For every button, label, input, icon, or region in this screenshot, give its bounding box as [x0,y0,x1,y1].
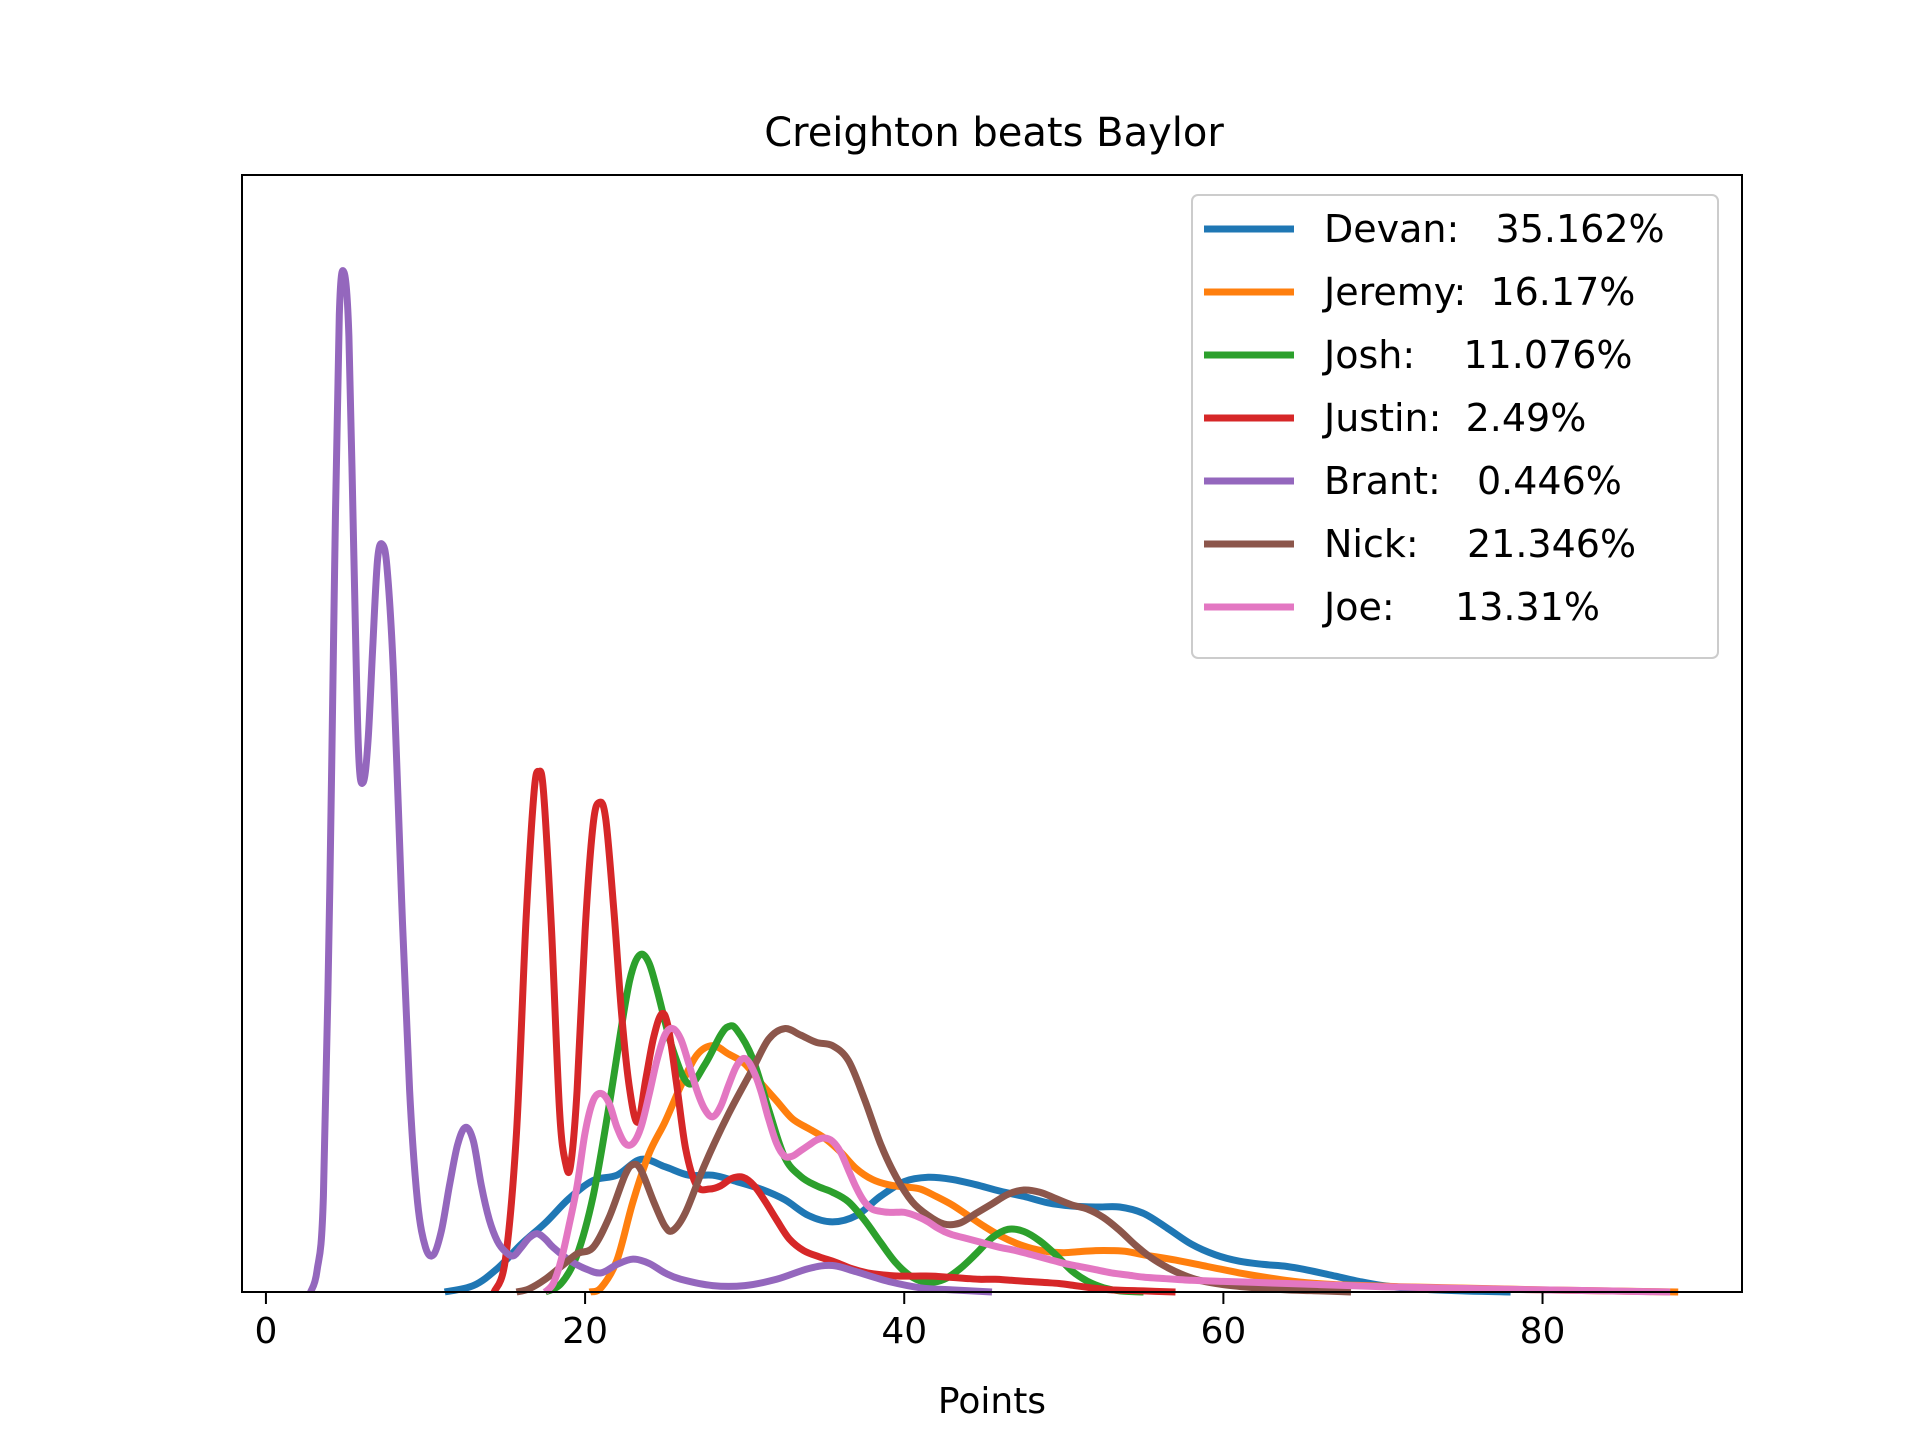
series-line-nick [515,1025,1352,1296]
x-tick-label: 0 [254,1311,277,1352]
x-tick-label: 20 [562,1311,608,1352]
plot-area-frame [241,174,1743,1293]
series-line-joe [542,1024,1671,1296]
series-line-brant [307,267,993,1296]
series-line-josh [543,950,1144,1296]
legend-label-josh: Josh: 11.076% [1322,333,1633,377]
x-tick-label: 40 [881,1311,927,1352]
legend-box [1191,194,1719,659]
x-axis-label: Points [938,1381,1046,1422]
chart-title: Creighton beats Baylor [764,110,1224,156]
legend-label-joe: Joe: 13.31% [1322,585,1600,629]
legend-label-devan: Devan: 35.162% [1324,207,1665,251]
x-axis: 0 20 40 60 80 [254,1292,1565,1352]
legend: Devan: 35.162% Jeremy: 16.17% Josh: 11.076… [1191,194,1719,659]
legend-label-nick: Nick: 21.346% [1324,522,1636,566]
x-tick-label: 60 [1200,1311,1246,1352]
legend-label-justin: Justin: 2.49% [1322,396,1586,440]
series-line-devan [443,1155,1511,1296]
legend-label-jeremy: Jeremy: 16.17% [1322,270,1635,314]
series-layer [307,267,1679,1296]
legend-label-brant: Brant: 0.446% [1324,459,1622,503]
x-tick-label: 80 [1520,1311,1566,1352]
